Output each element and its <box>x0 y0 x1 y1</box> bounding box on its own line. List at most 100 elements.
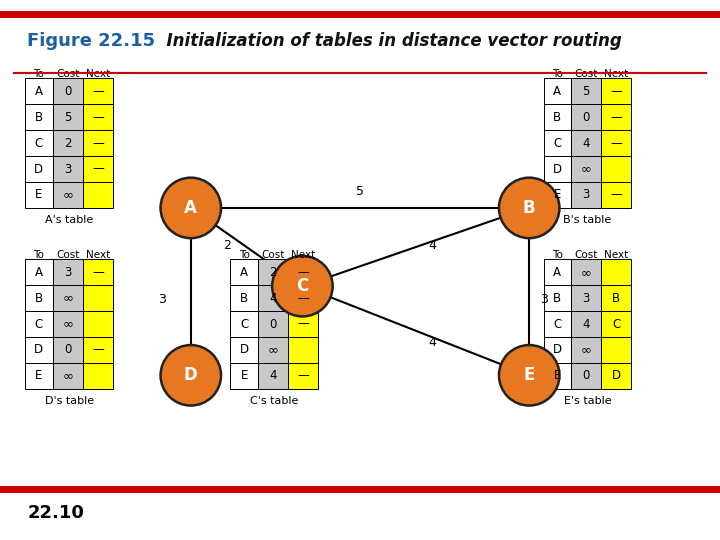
Bar <box>601 130 631 156</box>
Text: Cost: Cost <box>575 69 598 79</box>
Text: ∞: ∞ <box>267 343 279 356</box>
Text: B: B <box>553 292 562 305</box>
Bar <box>601 182 631 208</box>
Bar <box>601 78 631 104</box>
Text: C's table: C's table <box>250 396 299 406</box>
Bar <box>83 311 113 337</box>
Bar <box>53 182 83 208</box>
Text: C: C <box>35 318 43 330</box>
Bar <box>544 130 571 156</box>
Bar <box>288 363 318 389</box>
Bar <box>25 130 53 156</box>
Text: Cost: Cost <box>56 69 79 79</box>
Text: A: A <box>35 85 43 98</box>
Bar <box>83 182 113 208</box>
Text: 2: 2 <box>269 266 276 279</box>
Text: 0: 0 <box>64 85 71 98</box>
Bar <box>288 337 318 363</box>
Text: 2: 2 <box>64 137 71 150</box>
Text: —: — <box>611 111 622 124</box>
Bar <box>601 363 631 389</box>
Bar <box>571 285 601 311</box>
Bar <box>53 311 83 337</box>
Text: ∞: ∞ <box>580 266 592 279</box>
Text: 5: 5 <box>582 85 590 98</box>
Text: ∞: ∞ <box>62 188 73 201</box>
Text: Next: Next <box>604 250 629 260</box>
Text: —: — <box>297 369 309 382</box>
Text: To: To <box>33 250 45 260</box>
Text: B: B <box>523 199 536 217</box>
Text: B's table: B's table <box>563 215 612 225</box>
Text: To: To <box>552 250 563 260</box>
Text: —: — <box>92 137 104 150</box>
Bar <box>571 363 601 389</box>
Text: D: D <box>553 343 562 356</box>
Text: A: A <box>553 85 562 98</box>
Text: D: D <box>553 163 562 176</box>
Text: A's table: A's table <box>45 215 94 225</box>
Text: 3: 3 <box>158 293 166 306</box>
Text: ∞: ∞ <box>62 292 73 305</box>
Bar <box>230 311 258 337</box>
Ellipse shape <box>499 345 559 406</box>
Bar <box>53 130 83 156</box>
Text: 4: 4 <box>428 239 436 252</box>
Text: Next: Next <box>291 250 315 260</box>
Text: E: E <box>523 366 535 384</box>
Bar <box>544 259 571 285</box>
Bar <box>25 259 53 285</box>
Text: Next: Next <box>86 250 110 260</box>
Text: 3: 3 <box>540 293 547 306</box>
Bar <box>25 78 53 104</box>
Text: B: B <box>612 292 621 305</box>
Bar <box>544 104 571 130</box>
Bar <box>601 104 631 130</box>
Bar <box>83 285 113 311</box>
Text: E's table: E's table <box>564 396 611 406</box>
Text: —: — <box>297 292 309 305</box>
Bar <box>571 78 601 104</box>
Text: Initialization of tables in distance vector routing: Initialization of tables in distance vec… <box>155 31 621 50</box>
Bar <box>571 104 601 130</box>
Text: 4: 4 <box>582 318 590 330</box>
Bar <box>25 182 53 208</box>
Text: 0: 0 <box>64 343 71 356</box>
Text: D: D <box>35 163 43 176</box>
Bar <box>571 259 601 285</box>
Bar <box>53 363 83 389</box>
Text: E: E <box>554 369 561 382</box>
Text: 0: 0 <box>582 369 590 382</box>
Text: C: C <box>553 318 562 330</box>
Text: ∞: ∞ <box>580 163 592 176</box>
Bar <box>601 285 631 311</box>
Bar <box>601 259 631 285</box>
Text: —: — <box>92 111 104 124</box>
Bar <box>230 259 258 285</box>
Text: —: — <box>297 266 309 279</box>
Bar <box>83 130 113 156</box>
Bar <box>544 285 571 311</box>
Text: Cost: Cost <box>575 250 598 260</box>
Bar <box>25 311 53 337</box>
Text: To: To <box>238 250 250 260</box>
Text: D's table: D's table <box>45 396 94 406</box>
Text: To: To <box>552 69 563 79</box>
Ellipse shape <box>272 256 333 316</box>
Bar <box>53 156 83 182</box>
Bar <box>288 311 318 337</box>
Text: A: A <box>35 266 43 279</box>
Text: —: — <box>92 343 104 356</box>
Text: 3: 3 <box>64 163 71 176</box>
Bar <box>544 311 571 337</box>
Text: 5: 5 <box>64 111 71 124</box>
Text: 0: 0 <box>582 111 590 124</box>
Text: —: — <box>92 163 104 176</box>
Text: A: A <box>553 266 562 279</box>
Text: B: B <box>35 292 43 305</box>
Bar <box>83 363 113 389</box>
Bar <box>83 104 113 130</box>
Text: —: — <box>611 188 622 201</box>
Bar <box>544 182 571 208</box>
Text: A: A <box>240 266 248 279</box>
